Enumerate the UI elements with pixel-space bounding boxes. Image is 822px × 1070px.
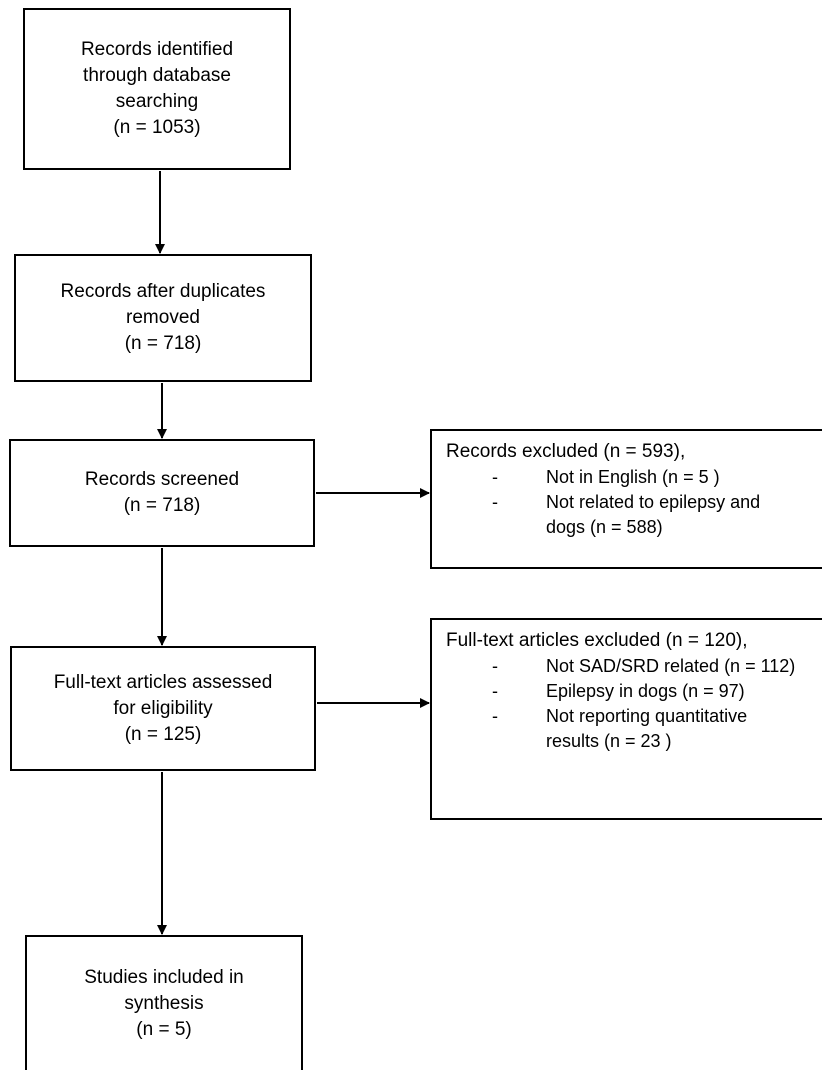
box-line: (n = 718) <box>124 333 202 354</box>
box-line: (n = 5) <box>136 1018 192 1040</box>
box-line: synthesis <box>124 992 204 1014</box>
box-line: (n = 1053) <box>113 117 201 138</box>
bullet-dash: - <box>492 656 498 676</box>
box-studies-included: Studies included in synthesis (n = 5) <box>25 935 303 1070</box>
box-line: searching <box>115 91 199 112</box>
item-line: dogs (n = 588) <box>546 517 663 537</box>
box-records-excluded: Records excluded (n = 593), - Not in Eng… <box>430 429 822 569</box>
bullet-dash: - <box>492 467 498 487</box>
excluded-list: - Not SAD/SRD related (n = 112) - Epilep… <box>446 654 822 754</box>
excluded-heading: Records excluded (n = 593), <box>446 441 686 462</box>
box-records-screened: Records screened (n = 718) <box>9 439 315 547</box>
excluded-item: - Epilepsy in dogs (n = 97) <box>446 679 822 704</box>
box-records-identified: Records identified through database sear… <box>23 8 291 170</box>
bullet-dash: - <box>492 681 498 701</box>
box-line: through database <box>83 65 231 86</box>
bullet-dash: - <box>492 706 498 726</box>
item-line: Not in English (n = 5 ) <box>546 467 720 487</box>
item-line: results (n = 23 ) <box>546 731 672 751</box>
item-line: Not related to epilepsy and <box>546 492 761 512</box>
box-line: (n = 125) <box>124 723 202 745</box>
excluded-item: - Not in English (n = 5 ) <box>446 465 822 490</box>
box-line: Studies included in <box>84 966 244 988</box>
excluded-list: - Not in English (n = 5 ) - Not related … <box>446 465 822 540</box>
item-line: Not reporting quantitative <box>546 706 748 726</box>
box-records-after-duplicates: Records after duplicates removed (n = 71… <box>14 254 312 382</box>
bullet-dash: - <box>492 492 498 512</box>
excluded-item: - Not reporting quantitative results (n … <box>446 704 822 754</box>
box-line: (n = 718) <box>123 495 201 516</box>
box-line: Records identified <box>80 39 234 60</box>
box-fulltext-excluded: Full-text articles excluded (n = 120), -… <box>430 618 822 820</box>
box-fulltext-assessed: Full-text articles assessed for eligibil… <box>10 646 316 771</box>
box-line: Records screened <box>84 469 240 490</box>
excluded-heading: Full-text articles excluded (n = 120), <box>446 630 748 651</box>
excluded-item: - Not SAD/SRD related (n = 112) <box>446 654 822 679</box>
box-line: Full-text articles assessed <box>53 671 273 693</box>
excluded-item: - Not related to epilepsy and dogs (n = … <box>446 490 822 540</box>
box-line: removed <box>126 307 200 328</box>
box-line: Records after duplicates <box>60 281 266 302</box>
item-line: Not SAD/SRD related (n = 112) <box>546 656 796 676</box>
item-line: Epilepsy in dogs (n = 97) <box>546 681 745 701</box>
box-line: for eligibility <box>113 697 213 719</box>
